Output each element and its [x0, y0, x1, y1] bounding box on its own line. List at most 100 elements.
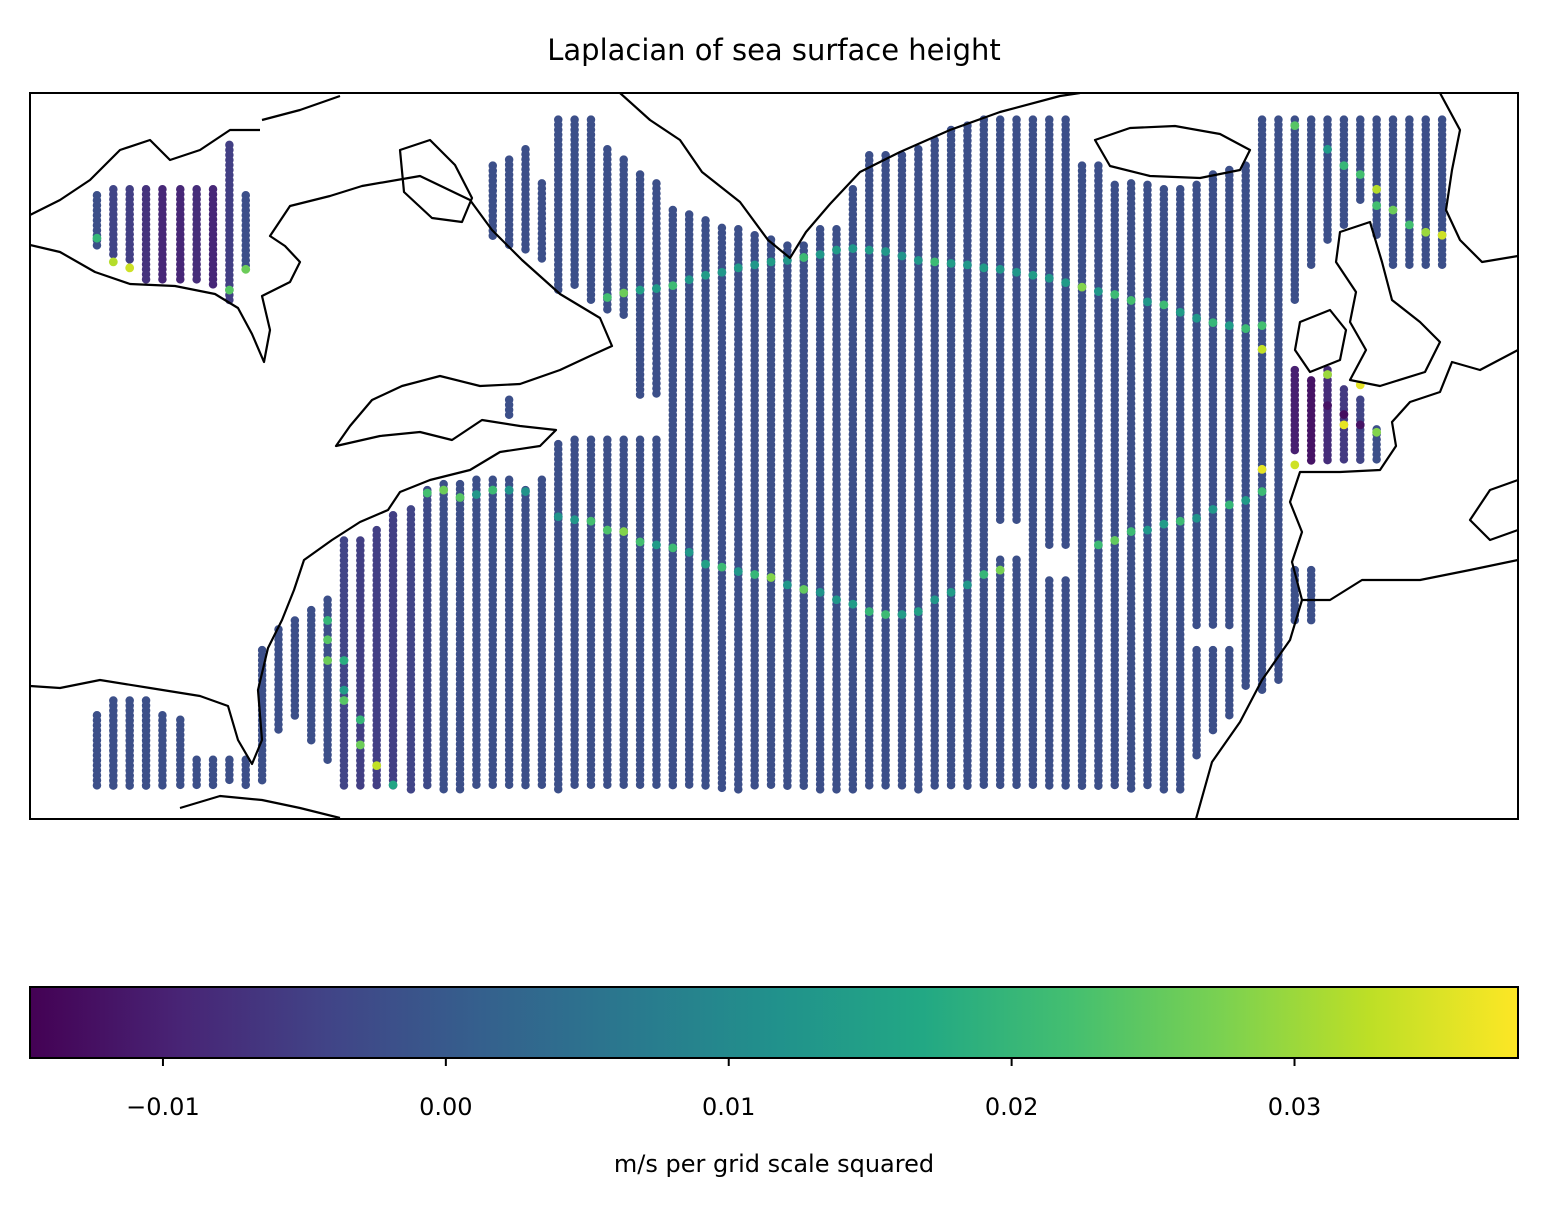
dot	[1372, 201, 1382, 211]
dot	[570, 515, 580, 525]
dot	[1224, 500, 1234, 510]
dot	[323, 616, 332, 625]
dot	[881, 247, 890, 256]
dot	[92, 233, 102, 243]
coastline	[1293, 308, 1348, 374]
colorbar-tick-label: 0.03	[1268, 1093, 1321, 1121]
dot	[1110, 290, 1120, 299]
dot	[125, 263, 135, 273]
dot	[979, 570, 989, 579]
dot	[963, 580, 972, 590]
dot	[521, 487, 530, 496]
dot	[224, 285, 234, 295]
colorbar-tick-label: 0.01	[702, 1093, 755, 1121]
dot	[602, 293, 612, 302]
dot	[668, 543, 678, 553]
dot	[832, 595, 841, 605]
dot	[717, 267, 727, 277]
dot	[355, 740, 365, 750]
coastline	[1093, 124, 1252, 180]
dot	[1208, 504, 1218, 514]
dot	[913, 607, 923, 616]
dot	[1355, 420, 1365, 430]
dot	[1126, 296, 1136, 305]
dot	[1339, 420, 1349, 430]
coastline	[179, 794, 341, 819]
dot	[815, 250, 825, 259]
dot	[1175, 307, 1185, 317]
dot	[553, 512, 563, 522]
dot	[979, 263, 989, 273]
coastlines	[30, 93, 1518, 819]
colorbar-label: m/s per grid scale squared	[614, 1150, 934, 1178]
dot	[1192, 513, 1201, 523]
dot	[1355, 170, 1365, 179]
dot	[388, 780, 398, 790]
dot	[1323, 401, 1332, 411]
dot	[1208, 318, 1218, 328]
colorbar-tick-label: 0.00	[419, 1093, 472, 1121]
dot	[1175, 516, 1185, 526]
dot	[1241, 496, 1251, 505]
dot	[799, 584, 809, 594]
dot	[799, 253, 809, 262]
coastline	[619, 93, 1081, 260]
dot	[913, 256, 923, 265]
dot	[1257, 487, 1267, 496]
chart-title: Laplacian of sea surface height	[547, 33, 1000, 67]
dot	[1159, 300, 1169, 310]
dot	[602, 525, 612, 535]
dot	[782, 580, 792, 590]
dot	[1257, 464, 1267, 474]
dot	[848, 244, 858, 253]
dot	[717, 562, 727, 572]
dot	[1290, 121, 1300, 130]
dot	[1241, 324, 1251, 333]
dot	[1224, 321, 1234, 331]
dot	[422, 488, 432, 498]
dot	[1437, 230, 1447, 240]
dot	[733, 567, 743, 576]
dot	[455, 493, 465, 502]
dot	[1323, 370, 1332, 379]
coastline	[30, 174, 614, 766]
map-frame	[29, 92, 1519, 820]
dot	[848, 599, 858, 609]
dot	[652, 540, 661, 550]
dot	[241, 264, 251, 274]
dot	[339, 696, 349, 705]
coastline	[1334, 220, 1442, 388]
dot	[1257, 321, 1267, 331]
dot	[355, 715, 365, 725]
dot	[1339, 161, 1349, 171]
dot	[1061, 278, 1071, 288]
colorbar	[29, 986, 1519, 1059]
dot	[504, 485, 514, 495]
dot	[1028, 270, 1038, 280]
coastline	[1468, 478, 1518, 542]
coastline	[1288, 349, 1518, 602]
coastline	[1194, 599, 1304, 819]
dot	[668, 281, 678, 291]
dot	[635, 285, 645, 295]
dot	[1323, 144, 1332, 154]
dot	[1093, 540, 1103, 550]
dot	[946, 587, 956, 597]
colorbar-tick-label: 0.02	[985, 1093, 1038, 1121]
dot	[930, 595, 940, 605]
dot	[1290, 460, 1300, 470]
data-points	[92, 115, 1447, 794]
dot	[766, 257, 776, 267]
dot	[832, 245, 841, 255]
dot	[897, 251, 907, 261]
dot	[1372, 427, 1382, 437]
dot	[323, 635, 332, 645]
dot	[897, 610, 907, 619]
dot	[372, 761, 382, 771]
dot	[1143, 525, 1152, 535]
dot	[684, 547, 694, 557]
dot	[652, 284, 661, 293]
dot	[881, 610, 890, 619]
dot	[701, 559, 710, 569]
